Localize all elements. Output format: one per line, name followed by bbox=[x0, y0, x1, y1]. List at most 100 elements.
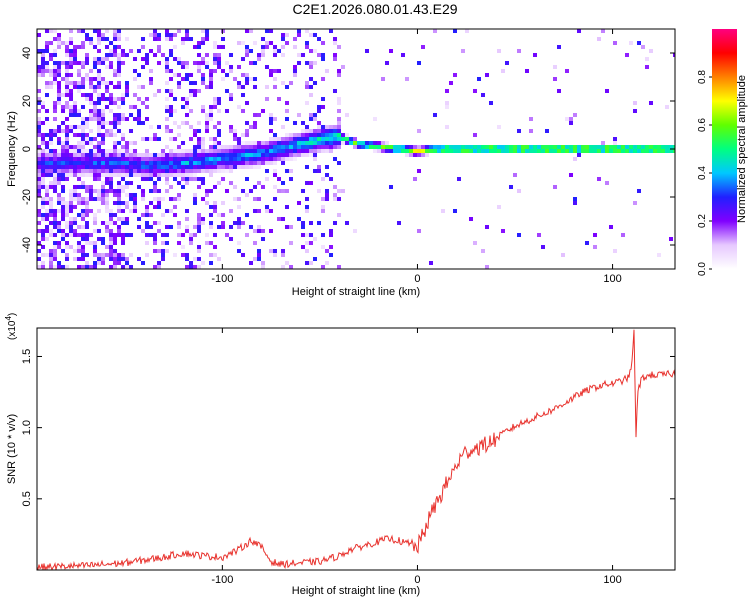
heatmap-cell bbox=[89, 233, 93, 237]
heatmap-cell bbox=[69, 61, 73, 65]
heatmap-cell bbox=[57, 181, 61, 185]
heatmap-cell bbox=[49, 129, 53, 133]
heatmap-cell bbox=[41, 197, 45, 201]
heatmap-cell bbox=[413, 149, 417, 153]
heatmap-cell bbox=[433, 113, 437, 117]
heatmap-cell bbox=[197, 145, 201, 149]
heatmap-cell bbox=[49, 85, 53, 89]
heatmap-cell bbox=[77, 89, 81, 93]
heatmap-cell bbox=[121, 257, 125, 261]
heatmap-cell bbox=[73, 217, 77, 221]
heatmap-cell bbox=[117, 189, 121, 193]
heatmap-cell bbox=[117, 261, 121, 265]
heatmap-cell bbox=[321, 129, 325, 133]
heatmap-cell bbox=[105, 45, 109, 49]
heatmap-cell bbox=[133, 169, 137, 173]
heatmap-cell bbox=[189, 177, 193, 181]
heatmap-cell bbox=[53, 249, 57, 253]
heatmap-cell bbox=[45, 109, 49, 113]
heatmap-cell bbox=[161, 157, 165, 161]
heatmap-cell bbox=[117, 149, 121, 153]
heatmap-cell bbox=[61, 217, 65, 221]
heatmap-cell bbox=[185, 33, 189, 37]
heatmap-cell bbox=[485, 73, 489, 77]
heatmap-cell bbox=[157, 45, 161, 49]
heatmap-cell bbox=[37, 249, 41, 253]
heatmap-cell bbox=[109, 177, 113, 181]
heatmap-cell bbox=[97, 149, 101, 153]
heatmap-cell bbox=[213, 245, 217, 249]
heatmap-cell bbox=[577, 149, 581, 153]
heatmap-cell bbox=[81, 225, 85, 229]
heatmap-cell bbox=[81, 245, 85, 249]
heatmap-cell bbox=[73, 189, 77, 193]
heatmap-cell bbox=[613, 249, 617, 253]
heatmap-cell bbox=[321, 97, 325, 101]
heatmap-cell bbox=[301, 137, 305, 141]
heatmap-cell bbox=[137, 161, 141, 165]
heatmap-cell bbox=[169, 129, 173, 133]
heatmap-cell bbox=[145, 137, 149, 141]
heatmap-cell bbox=[221, 221, 225, 225]
heatmap-cell bbox=[189, 89, 193, 93]
heatmap-cell bbox=[41, 237, 45, 241]
heatmap-cell bbox=[105, 225, 109, 229]
heatmap-cell bbox=[657, 149, 661, 153]
heatmap-cell bbox=[181, 173, 185, 177]
heatmap-cell bbox=[77, 141, 81, 145]
heatmap-cell bbox=[153, 153, 157, 157]
heatmap-cell bbox=[469, 217, 473, 221]
heatmap-cell bbox=[241, 41, 245, 45]
heatmap-cell bbox=[125, 201, 129, 205]
heatmap-cell bbox=[237, 149, 241, 153]
heatmap-cell bbox=[53, 253, 57, 257]
heatmap-cell bbox=[341, 189, 345, 193]
heatmap-cell bbox=[57, 201, 61, 205]
heatmap-cell bbox=[209, 145, 213, 149]
heatmap-cell bbox=[105, 57, 109, 61]
heatmap-cell bbox=[221, 153, 225, 157]
heatmap-cell bbox=[301, 141, 305, 145]
heatmap-cell bbox=[141, 153, 145, 157]
heatmap-cell bbox=[213, 53, 217, 57]
heatmap-cell bbox=[85, 197, 89, 201]
heatmap-cell bbox=[85, 37, 89, 41]
heatmap-cell bbox=[273, 149, 277, 153]
heatmap-cell bbox=[193, 177, 197, 181]
heatmap-cell bbox=[93, 157, 97, 161]
heatmap-cell bbox=[165, 249, 169, 253]
heatmap-cell bbox=[89, 101, 93, 105]
heatmap-cell bbox=[153, 133, 157, 137]
heatmap-cell bbox=[281, 157, 285, 161]
heatmap-cell bbox=[545, 149, 549, 153]
heatmap-cell bbox=[177, 29, 181, 33]
heatmap-cell bbox=[309, 149, 313, 153]
heatmap-cell bbox=[169, 77, 173, 81]
heatmap-cell bbox=[185, 161, 189, 165]
heatmap-cell bbox=[53, 133, 57, 137]
heatmap-cell bbox=[301, 133, 305, 137]
heatmap-cell bbox=[61, 141, 65, 145]
heatmap-cell bbox=[93, 113, 97, 117]
heatmap-cell bbox=[585, 145, 589, 149]
heatmap-cell bbox=[37, 69, 41, 73]
heatmap-cell bbox=[101, 253, 105, 257]
heatmap-cell bbox=[93, 173, 97, 177]
heatmap-cell bbox=[77, 113, 81, 117]
heatmap-cell bbox=[261, 45, 265, 49]
heatmap-cell bbox=[397, 145, 401, 149]
heatmap-cell bbox=[237, 161, 241, 165]
heatmap-cell bbox=[521, 145, 525, 149]
heatmap-cell bbox=[585, 149, 589, 153]
heatmap-y-axis-label: Frequency (Hz) bbox=[6, 111, 18, 187]
heatmap-cell bbox=[321, 125, 325, 129]
heatmap-cell bbox=[117, 45, 121, 49]
heatmap-cell bbox=[221, 161, 225, 165]
heatmap-cell bbox=[165, 165, 169, 169]
heatmap-cell bbox=[81, 233, 85, 237]
heatmap-cell bbox=[197, 45, 201, 49]
heatmap-cell bbox=[177, 73, 181, 77]
heatmap-cell bbox=[613, 141, 617, 145]
heatmap-cell bbox=[57, 101, 61, 105]
heatmap-cell bbox=[485, 149, 489, 153]
